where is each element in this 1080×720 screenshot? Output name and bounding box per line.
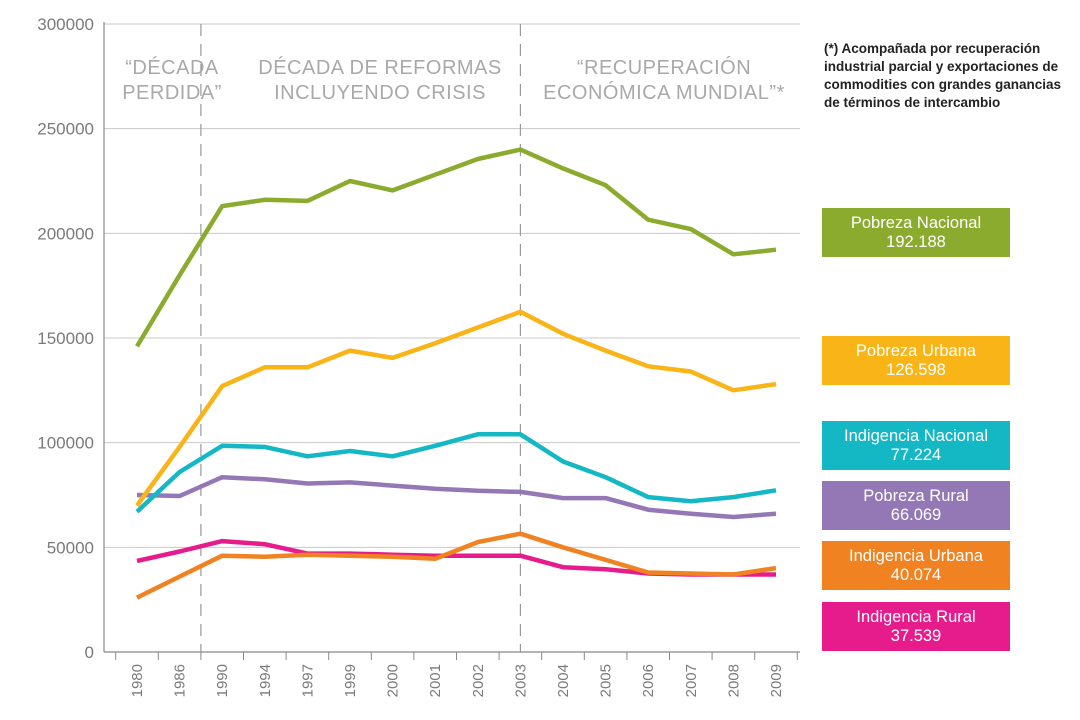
axes — [103, 22, 800, 653]
legend-item: Pobreza Urbana 126.598 — [822, 336, 1010, 385]
series-line — [135, 432, 777, 514]
legend-series-value: 37.539 — [890, 626, 942, 645]
period-label-line1: “DÉCADA — [125, 56, 219, 79]
y-tick-label: 300000 — [37, 15, 94, 34]
y-tick-label: 200000 — [37, 224, 94, 243]
x-tick-label: 1997 — [299, 664, 316, 697]
legend-series-value: 192.188 — [886, 232, 946, 251]
legend-item: Pobreza Nacional 192.188 — [822, 208, 1010, 257]
x-tick-label: 2004 — [555, 664, 572, 697]
y-tick-label: 0 — [85, 643, 94, 662]
x-tick-label: 2000 — [385, 664, 402, 697]
x-axis-ticks: 1980 1986 1990 1994 1997 1999 2000 2001 2002 2003… — [115, 652, 798, 697]
x-tick-label: 2009 — [768, 664, 785, 697]
period-label-line1: “RECUPERACIÓN — [577, 56, 751, 79]
legend-series-name: Pobreza Nacional — [850, 213, 982, 232]
period-labels: “DÉCADA PERDIDA” DÉCADA DE REFORMAS INCLUYE… — [122, 56, 785, 104]
x-tick-label: 1980 — [129, 664, 146, 697]
y-tick-label: 150000 — [37, 329, 94, 348]
series-line — [135, 309, 777, 507]
x-tick-label: 1986 — [172, 664, 189, 697]
legend-series-value: 77.224 — [890, 445, 942, 464]
legend-series-name: Indigencia Urbana — [849, 546, 983, 565]
series-line — [135, 147, 777, 348]
legend-series-value: 40.074 — [890, 565, 942, 584]
y-tick-label: 100000 — [37, 434, 94, 453]
x-tick-label: 2007 — [683, 664, 700, 697]
legend-series-name: Indigencia Nacional — [843, 426, 988, 445]
legend-item: Indigencia Urbana 40.074 — [822, 541, 1010, 590]
legend-item: Indigencia Nacional 77.224 — [822, 421, 1010, 470]
period-label-line2: ECONÓMICA MUNDIAL”* — [543, 81, 785, 104]
legend-series-name: Pobreza Rural — [863, 486, 969, 505]
legend-series-value: 126.598 — [886, 360, 946, 379]
x-tick-label: 2006 — [640, 664, 657, 697]
legend-series-name: Pobreza Urbana — [855, 341, 977, 360]
x-tick-label: 1999 — [342, 664, 359, 697]
y-axis-ticks: 0 50000 100000 150000 200000 250000 300000 — [37, 15, 94, 662]
legend-series-name: Indigencia Rural — [856, 607, 976, 626]
series-line — [136, 474, 777, 520]
x-tick-label: 2008 — [725, 664, 742, 697]
series-lines — [135, 147, 777, 600]
x-tick-label: 1990 — [214, 664, 231, 697]
series-line — [136, 531, 777, 600]
y-tick-label: 50000 — [47, 538, 94, 557]
x-tick-label: 2005 — [598, 664, 615, 697]
x-tick-label: 2001 — [427, 664, 444, 697]
period-label-line2: PERDIDA” — [122, 82, 222, 104]
legend-series-value: 66.069 — [890, 505, 942, 524]
x-tick-label: 2002 — [470, 664, 487, 697]
legend-item: Indigencia Rural 37.539 — [822, 602, 1010, 651]
footnote: (*) Acompañada por recuperación industri… — [824, 41, 1062, 110]
legend-item: Pobreza Rural 66.069 — [822, 481, 1010, 530]
y-tick-label: 250000 — [37, 120, 94, 139]
period-label-line1: DÉCADA DE REFORMAS — [258, 56, 501, 79]
x-tick-label: 2003 — [512, 664, 529, 697]
x-tick-label: 1994 — [257, 664, 274, 697]
period-label-line2: INCLUYENDO CRISIS — [274, 82, 486, 104]
